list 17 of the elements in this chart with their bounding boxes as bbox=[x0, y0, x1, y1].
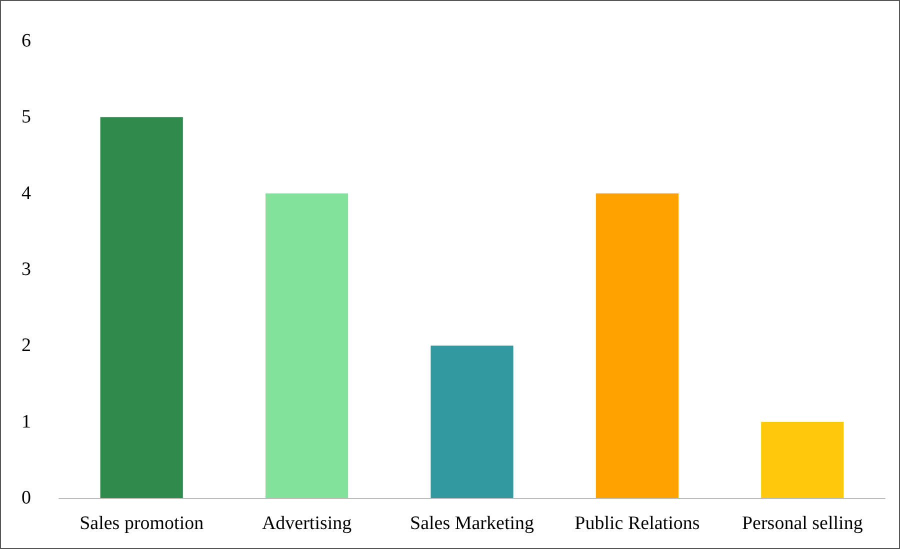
y-tick-label: 3 bbox=[22, 259, 31, 280]
y-tick-label: 2 bbox=[22, 335, 31, 356]
bar bbox=[596, 193, 678, 498]
y-tick-label: 0 bbox=[22, 488, 31, 508]
x-tick-label: Sales Marketing bbox=[410, 513, 534, 534]
bar bbox=[266, 193, 348, 498]
y-tick-label: 1 bbox=[22, 411, 31, 432]
y-tick-label: 5 bbox=[22, 106, 31, 128]
bar bbox=[100, 117, 183, 498]
x-tick-label: Sales promotion bbox=[80, 513, 204, 534]
bar bbox=[430, 346, 514, 498]
x-tick-label: Public Relations bbox=[574, 513, 700, 534]
x-tick-label: Advertising bbox=[262, 513, 352, 534]
bar bbox=[761, 422, 844, 498]
y-tick-label: 6 bbox=[22, 30, 31, 52]
y-tick-label: 4 bbox=[22, 182, 32, 204]
x-tick-label: Personal selling bbox=[742, 513, 864, 534]
